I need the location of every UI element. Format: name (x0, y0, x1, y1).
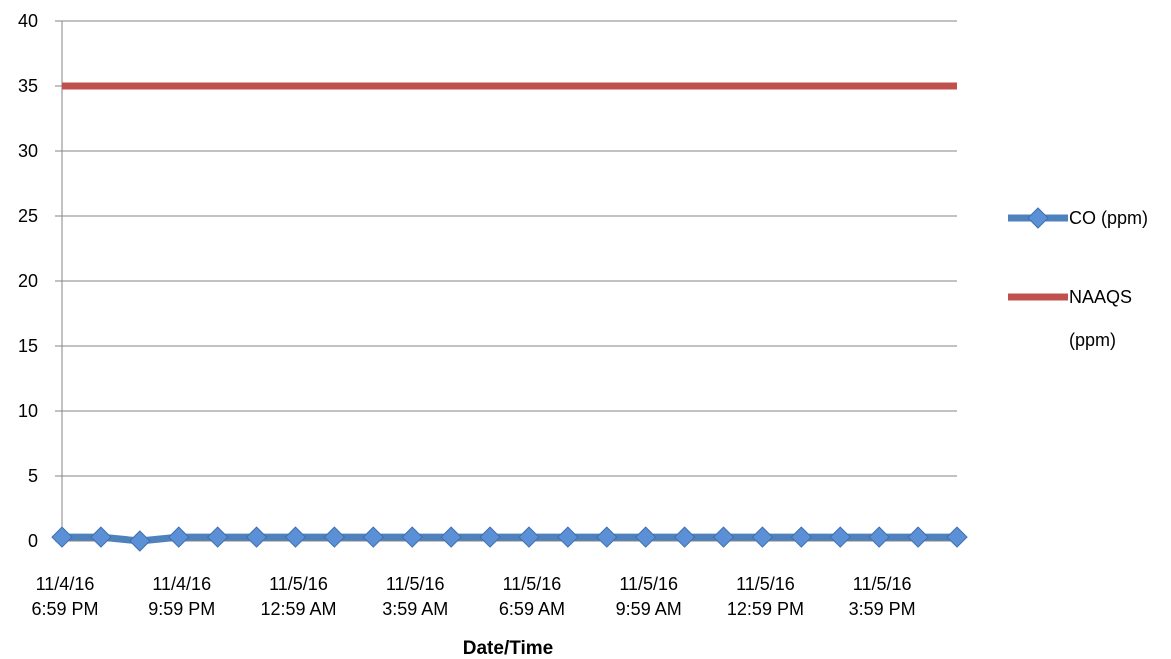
data-point (440, 526, 462, 548)
x-tick-label: 11/5/16 12:59 AM (260, 574, 336, 619)
data-point (323, 526, 346, 548)
y-tick-label: 0 (28, 531, 38, 551)
data-point (206, 526, 229, 548)
x-tick-date: 11/5/16 (853, 574, 912, 594)
x-tick-time: 6:59 PM (31, 599, 98, 619)
x-tick-time: 9:59 PM (148, 599, 215, 619)
y-tick-label: 30 (18, 141, 38, 161)
x-tick-time: 12:59 AM (260, 599, 336, 619)
data-point (557, 526, 579, 548)
x-tick-date: 11/5/16 (736, 574, 795, 594)
x-tick-label: 11/5/16 12:59 PM (727, 574, 804, 619)
x-axis-title: Date/Time (463, 638, 553, 659)
x-tick-label: 11/5/16 6:59 AM (499, 574, 565, 619)
data-point (479, 526, 501, 548)
x-tick-label: 11/5/16 9:59 AM (616, 574, 682, 619)
data-point (51, 526, 73, 548)
data-point (284, 526, 307, 548)
x-tick-date: 11/5/16 (619, 574, 678, 594)
x-tick-date: 11/4/16 (152, 574, 211, 594)
x-tick-time: 3:59 AM (382, 599, 448, 619)
data-point (907, 526, 929, 548)
data-point (401, 526, 423, 548)
data-point (518, 526, 540, 548)
y-tick-label: 25 (18, 206, 38, 226)
y-tick-label: 35 (18, 76, 38, 96)
data-point (712, 526, 735, 548)
legend-label-line: (ppm) (1069, 330, 1116, 350)
data-point (245, 526, 268, 548)
data-point (946, 526, 968, 548)
x-tick-date: 11/5/16 (386, 574, 445, 594)
y-tick-label: 20 (18, 271, 38, 291)
series-line (62, 533, 957, 545)
legend: CO (ppm) NAAQS (ppm) (1008, 207, 1148, 350)
x-tick-time: 6:59 AM (499, 599, 565, 619)
data-point (362, 526, 385, 548)
data-point (168, 526, 190, 548)
x-tick-label: 11/5/16 3:59 PM (849, 574, 916, 619)
x-tick-label: 11/4/16 9:59 PM (148, 574, 215, 619)
gridlines (55, 20, 957, 542)
legend-item-co: CO (ppm) (1008, 207, 1148, 229)
y-axis-tick-labels: 0 5 10 15 20 25 30 35 40 (18, 11, 38, 551)
x-tick-date: 11/4/16 (36, 574, 95, 594)
y-tick-label: 15 (18, 336, 38, 356)
y-tick-label: 10 (18, 401, 38, 421)
x-tick-label: 11/4/16 6:59 PM (31, 574, 98, 619)
data-point (673, 526, 696, 548)
legend-label: CO (ppm) (1069, 208, 1148, 228)
x-tick-date: 11/5/16 (269, 574, 328, 594)
legend-marker (1027, 207, 1049, 229)
x-tick-date: 11/5/16 (503, 574, 562, 594)
x-tick-time: 12:59 PM (727, 599, 804, 619)
x-axis-tick-labels: 11/4/16 6:59 PM 11/4/16 9:59 PM 11/5/16 12:59… (31, 574, 915, 619)
data-point (90, 526, 112, 548)
y-tick-label: 40 (18, 11, 38, 31)
data-point (634, 526, 657, 548)
x-tick-time: 9:59 AM (616, 599, 682, 619)
x-tick-time: 3:59 PM (849, 599, 916, 619)
legend-item-naaqs: NAAQS (ppm) (1008, 287, 1132, 350)
series-co (51, 526, 968, 552)
data-point (129, 530, 151, 552)
series-layer (51, 82, 968, 552)
data-point (596, 526, 618, 548)
legend-label: NAAQS (ppm) (1069, 287, 1132, 350)
legend-label-line: NAAQS (1069, 287, 1132, 307)
data-point (751, 526, 774, 548)
data-point (868, 526, 890, 548)
y-tick-label: 5 (28, 466, 38, 486)
x-tick-label: 11/5/16 3:59 AM (382, 574, 448, 619)
data-point (829, 526, 851, 548)
data-point (790, 526, 813, 548)
